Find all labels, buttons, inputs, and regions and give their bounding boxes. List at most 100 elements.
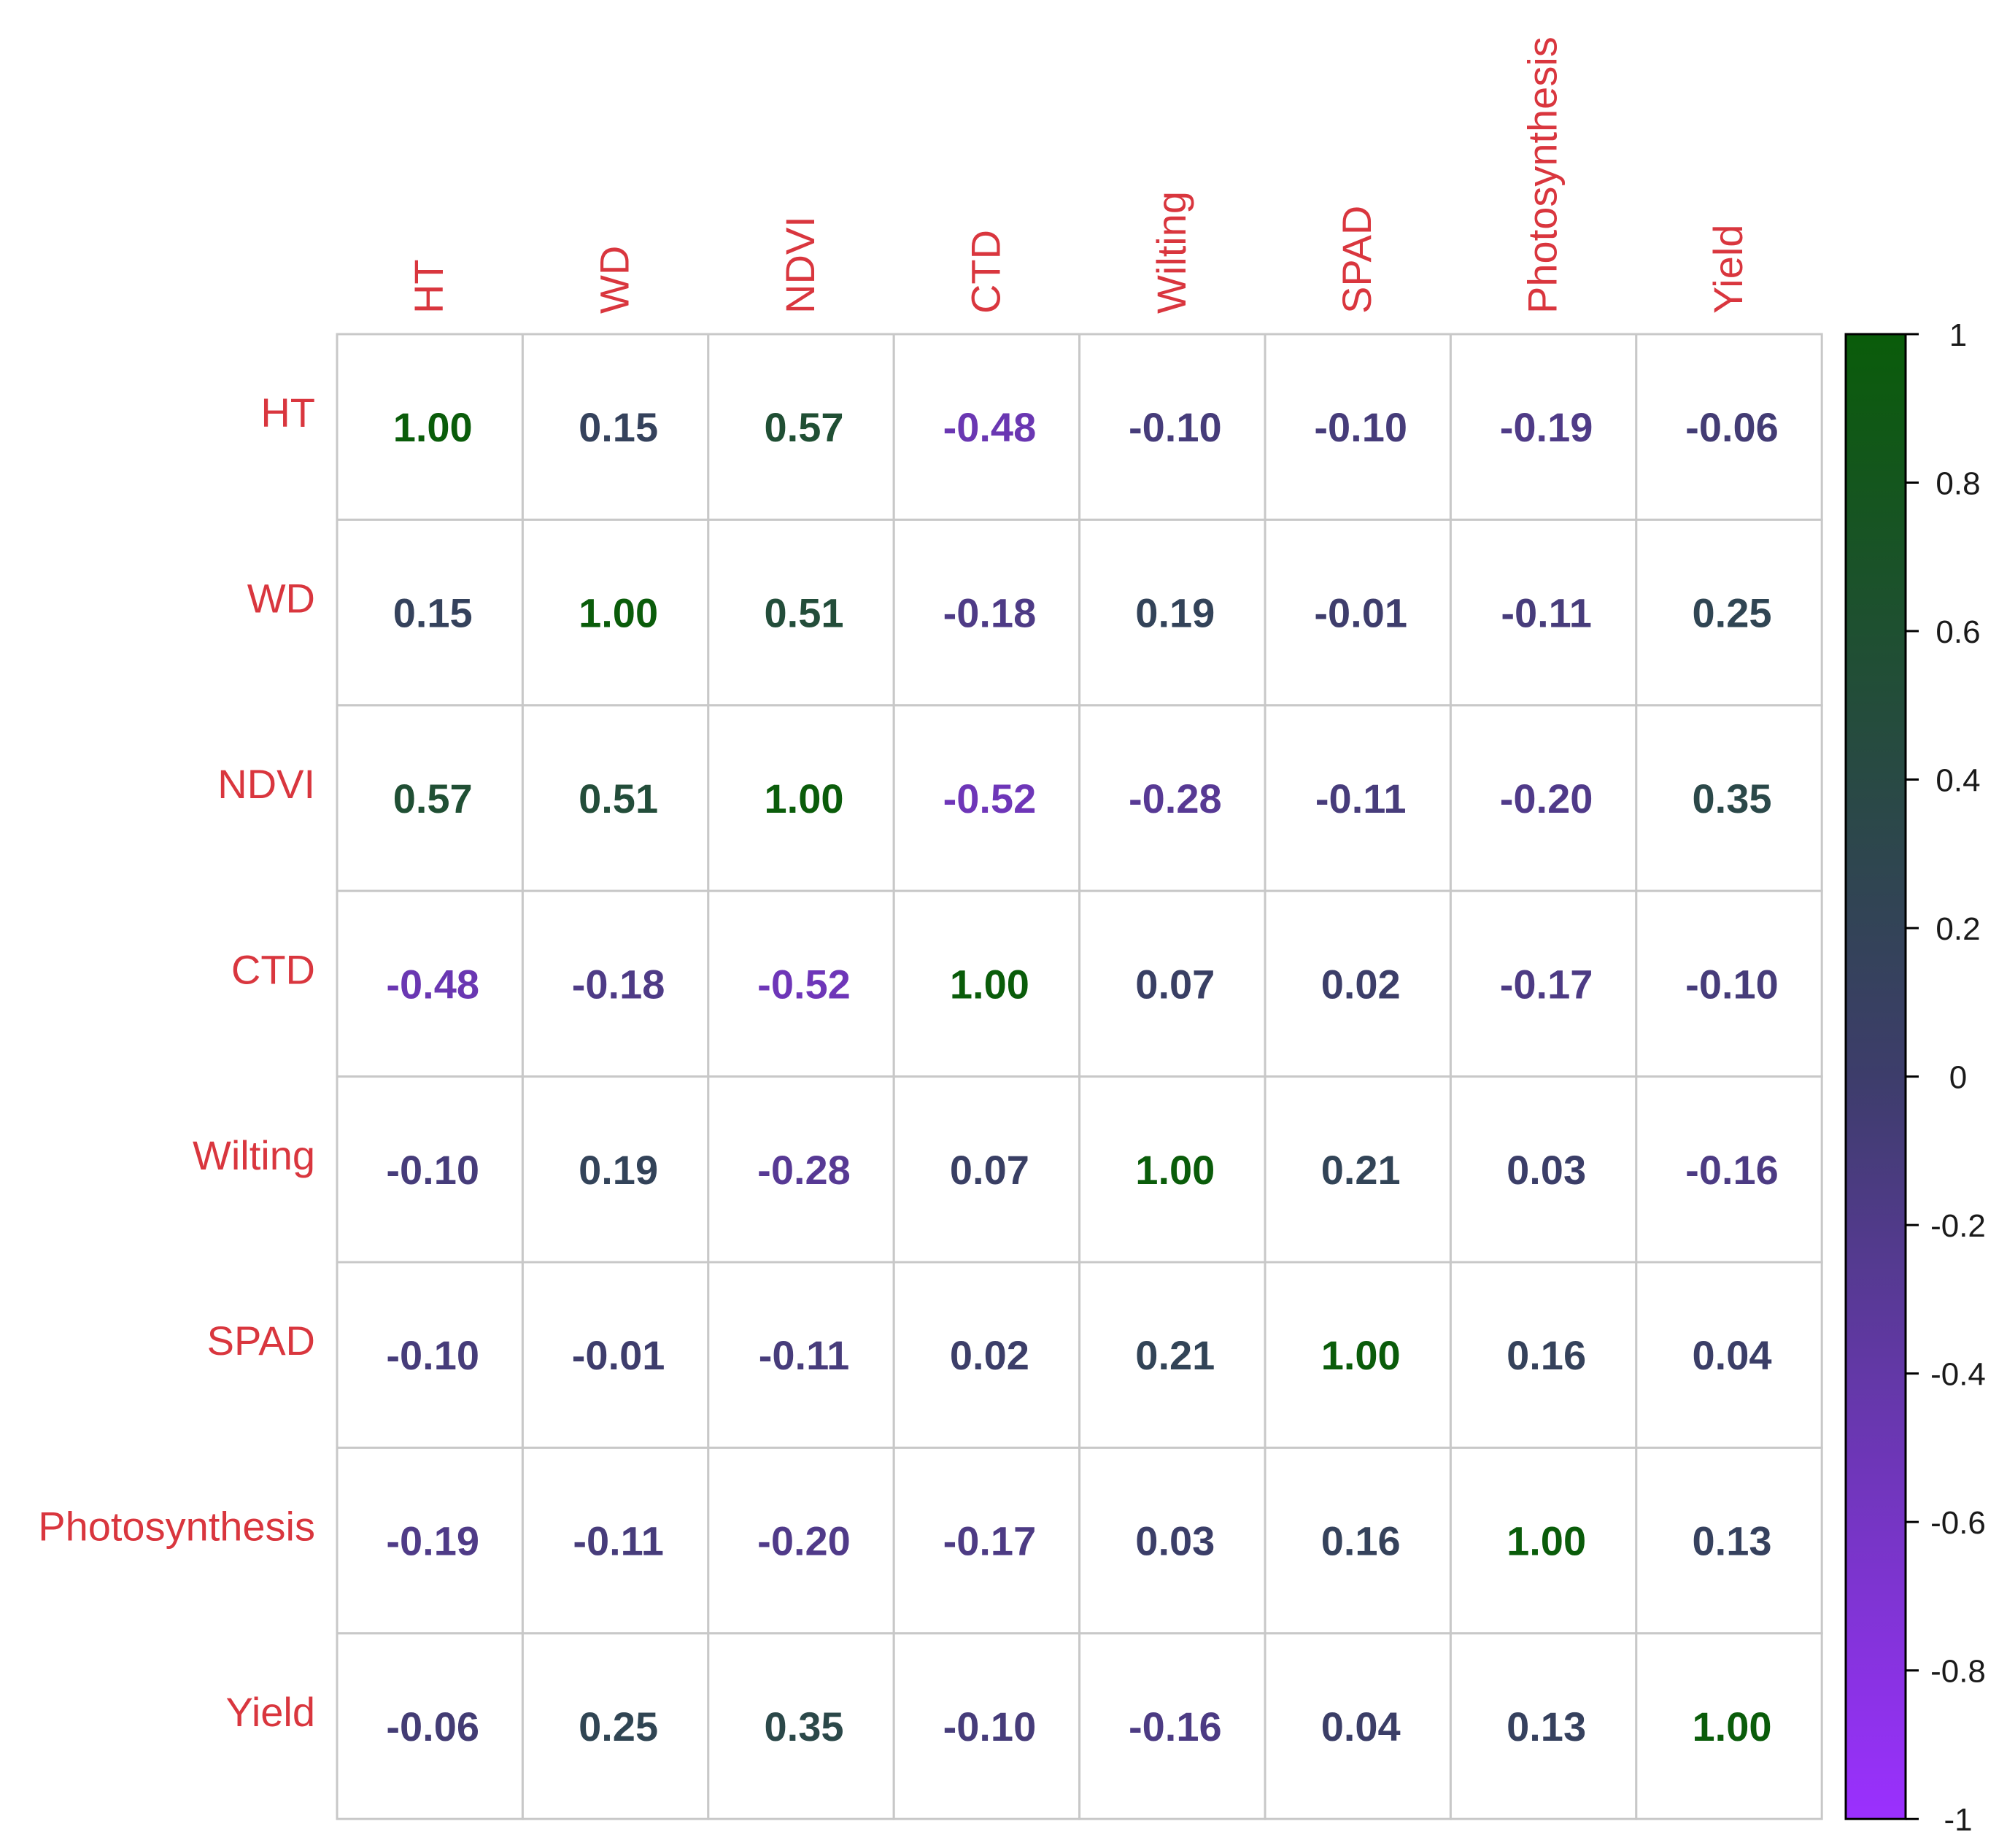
matrix-cell	[892, 333, 1081, 521]
cell-value: -0.10	[943, 1704, 1037, 1750]
cell-value: -0.19	[1500, 404, 1593, 450]
matrix-cells	[336, 333, 1823, 1820]
column-label: WD	[592, 246, 638, 314]
colorbar-gradient	[1844, 333, 1907, 1820]
matrix-cell	[707, 1261, 895, 1449]
matrix-cell	[1635, 1075, 1823, 1264]
matrix-cell	[707, 889, 895, 1078]
cell-value: 0.04	[1693, 1332, 1772, 1378]
row-label: SPAD	[207, 1318, 315, 1364]
matrix-cell	[1078, 1632, 1267, 1820]
matrix-cell	[892, 1075, 1081, 1264]
matrix-cell	[1264, 1632, 1452, 1820]
cell-value: -0.10	[1685, 961, 1779, 1007]
cell-value: -0.01	[1314, 590, 1407, 636]
matrix-cell	[1635, 704, 1823, 892]
column-label: Yield	[1705, 225, 1751, 314]
matrix-cell	[521, 1632, 710, 1820]
cell-value: 0.07	[1135, 961, 1215, 1007]
cell-value: -0.17	[1500, 961, 1593, 1007]
matrix-cell	[1635, 333, 1823, 521]
cell-value: 0.16	[1321, 1518, 1401, 1564]
cell-value: 0.25	[1693, 590, 1772, 636]
cell-value: 0.25	[579, 1704, 658, 1750]
cell-value: -0.10	[386, 1147, 479, 1193]
cell-value: -0.48	[386, 961, 479, 1007]
cell-value: 0.21	[1321, 1147, 1401, 1193]
colorbar-tick-label: -1	[1944, 1802, 1972, 1838]
cell-value: -0.52	[943, 776, 1037, 821]
column-label: HT	[406, 259, 452, 314]
matrix-cell	[707, 1632, 895, 1820]
cell-value: -0.16	[1685, 1147, 1779, 1193]
matrix-cell	[336, 1632, 524, 1820]
cell-value: 0.03	[1507, 1147, 1586, 1193]
column-label: SPAD	[1334, 206, 1380, 314]
matrix-cell	[1264, 704, 1452, 892]
cell-value: -0.28	[757, 1147, 851, 1193]
cell-value: -0.48	[943, 404, 1037, 450]
matrix-cell	[707, 704, 895, 892]
matrix-cell	[1635, 1446, 1823, 1635]
matrix-cell	[707, 1446, 895, 1635]
colorbar-tick-label: 0	[1949, 1060, 1967, 1096]
colorbar-tick-label: 0.2	[1936, 911, 1980, 947]
cell-value: -0.10	[1314, 404, 1407, 450]
cell-value: -0.10	[1129, 404, 1222, 450]
matrix-cell	[1449, 1261, 1638, 1449]
row-label: Yield	[226, 1689, 315, 1735]
matrix-cell	[1078, 518, 1267, 707]
matrix-cell	[892, 889, 1081, 1078]
matrix-cell	[1449, 1075, 1638, 1264]
column-labels: HT WD NDVI CTD Wilting SPAD Photosynthesis Yiel…	[406, 36, 1751, 314]
matrix-cell	[1078, 333, 1267, 521]
matrix-cell	[892, 1632, 1081, 1820]
colorbar-tick-label: 1	[1949, 317, 1967, 353]
row-labels: HT WD NDVI CTD Wilting SPAD Photosynthesis Yiel…	[38, 390, 315, 1735]
cell-value: 0.02	[950, 1332, 1029, 1378]
matrix-cell	[1078, 1446, 1267, 1635]
cell-value: -0.28	[1129, 776, 1222, 821]
matrix-cell	[1449, 1446, 1638, 1635]
cell-value: 0.04	[1321, 1704, 1401, 1750]
cell-value: 0.15	[393, 590, 473, 636]
row-label: WD	[247, 576, 315, 622]
cell-value: 0.19	[1135, 590, 1215, 636]
cell-value: -0.11	[1315, 776, 1407, 821]
cell-value: 0.15	[579, 404, 658, 450]
cell-value: -0.11	[759, 1332, 850, 1378]
cell-value: 1.00	[393, 404, 473, 450]
matrix-cell	[521, 518, 710, 707]
cell-value: -0.17	[943, 1518, 1037, 1564]
cell-value: 0.13	[1693, 1518, 1772, 1564]
matrix-cell	[336, 1446, 524, 1635]
cell-value: -0.18	[572, 961, 665, 1007]
cell-value: -0.01	[572, 1332, 665, 1378]
cell-value: 0.21	[1135, 1332, 1215, 1378]
colorbar-tick-label: -0.6	[1930, 1505, 1986, 1541]
row-label: HT	[260, 390, 315, 436]
cell-value: -0.20	[757, 1518, 851, 1564]
matrix-cell	[336, 704, 524, 892]
matrix-cell	[521, 1261, 710, 1449]
cell-value: 1.00	[579, 590, 658, 636]
cell-value: 0.35	[1693, 776, 1772, 821]
cell-value: 1.00	[765, 776, 844, 821]
cell-value: 0.02	[1321, 961, 1401, 1007]
colorbar-tick-label: -0.8	[1930, 1654, 1986, 1690]
cell-value: -0.16	[1129, 1704, 1222, 1750]
colorbar-tick-label: 0.8	[1936, 466, 1980, 502]
column-label: CTD	[962, 230, 1008, 314]
matrix-cell	[1635, 1632, 1823, 1820]
matrix-cell	[521, 333, 710, 521]
matrix-cell	[1264, 1446, 1452, 1635]
color-legend: 1 0.8 0.6 0.4 0.2 0 -0.2 -0.4 -0.6 -0.8 -1	[1844, 317, 1986, 1838]
matrix-cell	[336, 889, 524, 1078]
row-label: Wilting	[193, 1132, 315, 1178]
cell-value: 1.00	[1693, 1704, 1772, 1750]
cell-value: -0.11	[573, 1518, 664, 1564]
matrix-cell	[1449, 704, 1638, 892]
cell-value: 0.13	[1507, 1704, 1586, 1750]
column-label: Wilting	[1148, 191, 1194, 314]
